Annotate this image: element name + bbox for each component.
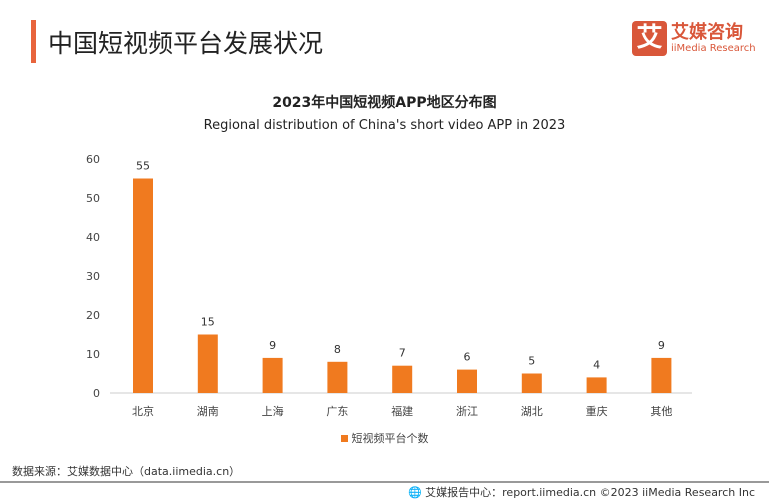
globe-icon: 🌐 [407, 486, 426, 499]
bar [133, 178, 153, 393]
data-label: 7 [399, 347, 406, 360]
bar [651, 357, 672, 393]
x-tick-label: 其他 [650, 405, 672, 418]
y-tick-label: 10 [86, 348, 100, 361]
x-tick-label: 重庆 [586, 404, 608, 418]
logo-en: iiMedia Research [671, 42, 756, 54]
legend-label: 短视频平台个数 [351, 432, 429, 445]
y-tick-label: 0 [93, 387, 100, 400]
bar [197, 334, 218, 393]
logo-mark: 艾 [632, 21, 667, 56]
x-tick-label: 湖南 [197, 405, 219, 418]
data-label: 6 [464, 351, 471, 364]
y-tick-label: 20 [86, 309, 100, 322]
x-tick-label: 湖北 [521, 405, 543, 418]
legend-swatch [340, 435, 348, 442]
data-label: 4 [593, 358, 600, 371]
data-label: 55 [136, 160, 150, 173]
x-tick-label: 广东 [326, 405, 348, 418]
y-tick-label: 30 [86, 270, 100, 283]
data-label: 8 [334, 343, 341, 356]
data-label: 15 [201, 316, 215, 329]
bar [457, 369, 477, 393]
bar [521, 373, 542, 393]
footer-credit-text: 艾媒报告中心：report.iimedia.cn ©2023 iiMedia R… [425, 486, 755, 499]
legend: 短视频平台个数 [0, 430, 769, 446]
x-tick-label: 上海 [262, 404, 284, 418]
bar [586, 377, 607, 393]
bar [327, 361, 348, 393]
logo: 艾 艾媒咨询 iiMedia Research [632, 21, 756, 56]
logo-cn: 艾媒咨询 [671, 21, 743, 43]
y-tick-label: 60 [86, 153, 100, 166]
x-tick-label: 北京 [132, 404, 154, 418]
x-tick-label: 浙江 [456, 405, 478, 418]
y-tick-label: 40 [86, 231, 100, 244]
data-source: 数据来源：艾媒数据中心（data.iimedia.cn） [12, 465, 241, 478]
chart-title: 2023年中国短视频APP地区分布图 [272, 95, 497, 111]
bar [262, 357, 283, 393]
footer-credit: 🌐 艾媒报告中心：report.iimedia.cn ©2023 iiMedia… [408, 484, 755, 500]
data-label: 9 [658, 339, 665, 352]
footer-divider [0, 481, 769, 483]
data-label: 9 [269, 339, 276, 352]
y-tick-label: 50 [86, 192, 100, 205]
x-tick-label: 福建 [391, 404, 413, 418]
page-title: 中国短视频平台发展状况 [48, 29, 324, 58]
bar [392, 365, 413, 393]
data-label: 5 [528, 355, 535, 368]
chart-subtitle: Regional distribution of China's short v… [203, 118, 566, 133]
title-accent-bar [31, 20, 36, 63]
